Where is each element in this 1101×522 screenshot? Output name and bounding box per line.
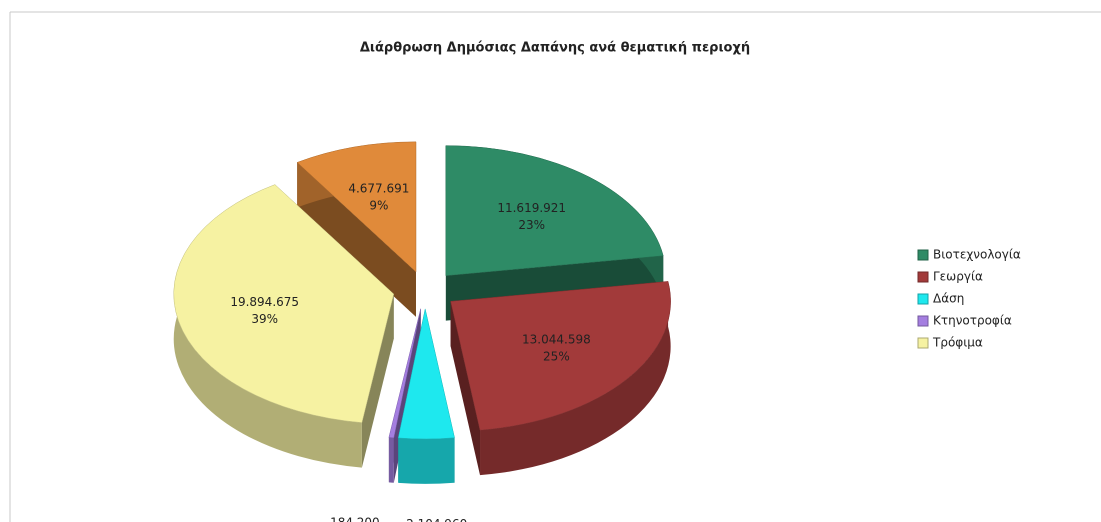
data-label: 9%: [369, 199, 388, 213]
slice: [397, 308, 455, 484]
data-label: 23%: [518, 218, 545, 232]
slice-top: [450, 281, 671, 431]
legend-label: Δάση: [933, 292, 964, 306]
legend-label: Τρόφιμα: [932, 336, 983, 350]
slice-side: [388, 437, 394, 483]
data-label: 13.044.598: [522, 332, 591, 346]
slice: [296, 141, 417, 317]
slice-top: [173, 184, 394, 423]
slice-side: [398, 437, 455, 484]
data-label: 2.104.960: [406, 517, 467, 522]
slice-wall: [361, 293, 394, 468]
data-label: 25%: [543, 349, 570, 363]
slice-wall: [297, 162, 416, 317]
slice-wall: [450, 301, 481, 476]
legend-swatch: [917, 293, 929, 305]
slice-side: [480, 281, 671, 476]
legend-swatch: [917, 315, 929, 327]
data-label: 39%: [251, 312, 278, 326]
legend-swatch: [917, 337, 929, 349]
legend-swatch: [917, 249, 929, 261]
slice-top: [445, 145, 664, 276]
data-label: 19.894.675: [230, 295, 299, 309]
slice-top: [397, 308, 455, 440]
legend-label: Γεωργία: [933, 270, 983, 284]
legend-label: Κτηνοτροφία: [933, 314, 1012, 328]
legend-swatch: [917, 271, 929, 283]
data-label: 4.677.691: [348, 182, 409, 196]
data-label: 184.200: [330, 515, 380, 522]
slice: [173, 184, 394, 468]
data-label: 11.619.921: [497, 201, 566, 215]
slice-top: [296, 141, 417, 273]
chart-title: Διάρθρωση Δημόσιας Δαπάνης ανά θεματική …: [360, 41, 750, 56]
slice: [450, 281, 671, 476]
legend-label: Βιοτεχνολογία: [933, 248, 1021, 262]
slice-top: [388, 308, 421, 439]
slice-wall: [388, 308, 421, 483]
